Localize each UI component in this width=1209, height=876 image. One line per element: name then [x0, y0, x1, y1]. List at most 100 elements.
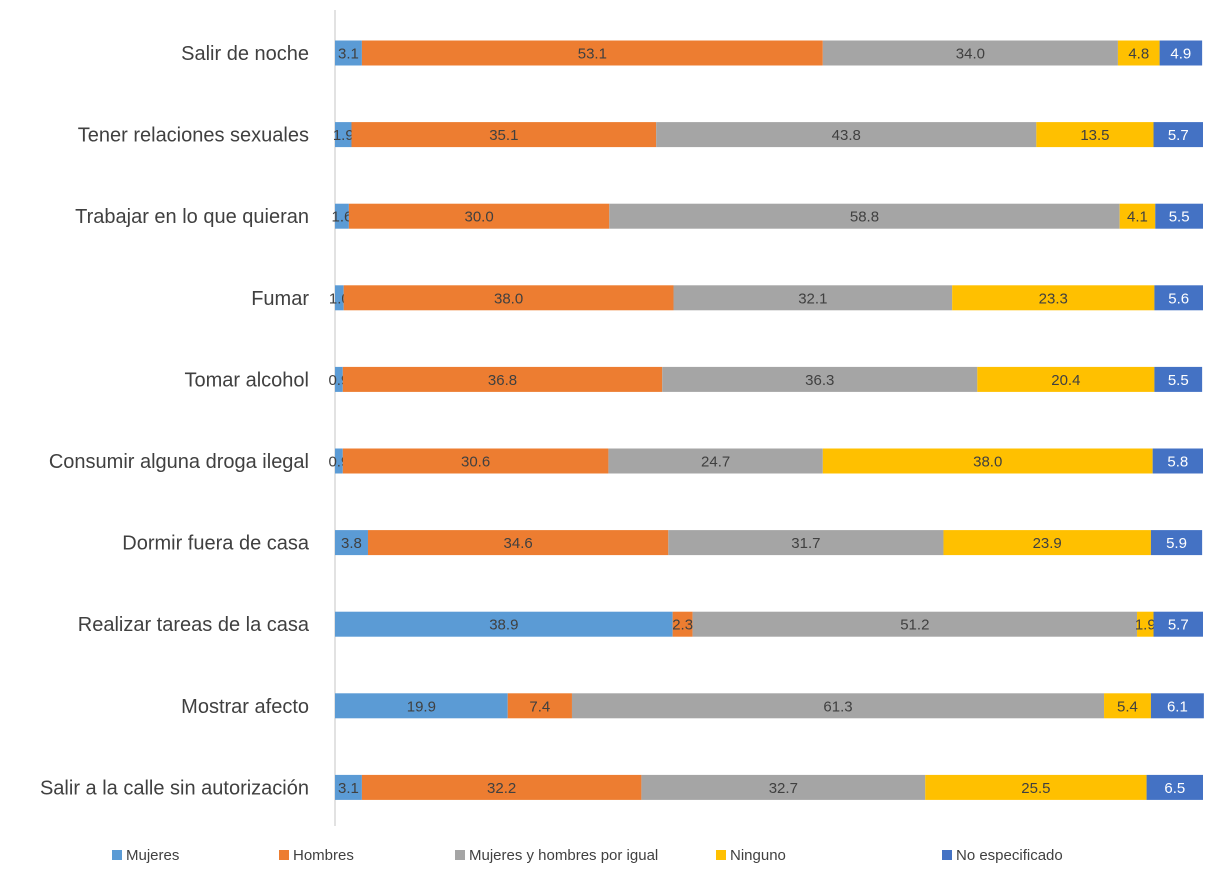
bar-segment — [335, 693, 508, 719]
bar-segment — [692, 611, 1138, 637]
legend-label: Ninguno — [730, 847, 786, 864]
bar-segment — [952, 285, 1155, 311]
bar-segment — [507, 693, 572, 719]
data-label: 25.5 — [1021, 780, 1050, 797]
legend-label: Mujeres — [126, 847, 179, 864]
category-label: Tener relaciones sexuales — [78, 125, 309, 147]
bar-segment — [335, 448, 343, 474]
data-label: 61.3 — [823, 698, 852, 715]
category-label: Consumir alguna droga ilegal — [49, 451, 309, 473]
data-label: 3.1 — [338, 46, 359, 63]
legend-label: Hombres — [293, 847, 354, 864]
bar-segment — [1146, 774, 1203, 800]
bar-segment — [335, 366, 343, 392]
bar-segment — [641, 774, 926, 800]
bar-segment — [822, 448, 1153, 474]
data-label: 7.4 — [529, 698, 550, 715]
legend-item: No especificado — [942, 847, 1063, 864]
bar-row: Realizar tareas de la casa 38.9 2.3 51.2 1.9… — [78, 611, 1203, 637]
legend-swatch — [112, 850, 122, 860]
data-label: 31.7 — [791, 535, 820, 552]
data-label: 4.9 — [1170, 46, 1191, 63]
bar-segment — [342, 366, 663, 392]
data-label: 1.9 — [1135, 617, 1156, 634]
data-label: 30.0 — [464, 209, 493, 226]
legend-item: Ninguno — [716, 847, 786, 864]
data-label: 3.1 — [338, 780, 359, 797]
data-label: 5.4 — [1117, 698, 1138, 715]
legend-item: Hombres — [279, 847, 354, 864]
data-label: 36.3 — [805, 372, 834, 389]
bar-segment — [1153, 611, 1203, 637]
bar-segment — [1153, 122, 1203, 148]
bar-segment — [1155, 203, 1203, 229]
data-label: 24.7 — [701, 454, 730, 471]
data-label: 34.0 — [956, 46, 985, 63]
bar-segment — [367, 530, 669, 556]
data-label: 38.0 — [973, 454, 1002, 471]
data-label: 32.7 — [769, 780, 798, 797]
bar-segment — [1150, 530, 1203, 556]
category-label: Fumar — [251, 288, 309, 310]
legend-label: No especificado — [956, 847, 1063, 864]
bar-segment — [1150, 693, 1204, 719]
bar-segment — [335, 774, 362, 800]
bar-segment — [1152, 448, 1203, 474]
data-label: 20.4 — [1051, 372, 1080, 389]
data-label: 58.8 — [850, 209, 879, 226]
data-label: 5.7 — [1168, 617, 1189, 634]
bar-segment — [1117, 40, 1160, 66]
data-label: 36.8 — [488, 372, 517, 389]
category-label: Dormir fuera de casa — [122, 533, 310, 555]
bar-row: Salir a la calle sin autorización 3.1 32.2… — [40, 774, 1203, 800]
bar-segment — [343, 285, 674, 311]
bar-row: Fumar 1.0 38.0 32.1 23.3 5.6 — [251, 285, 1203, 311]
data-label: 23.9 — [1033, 535, 1062, 552]
data-label: 4.8 — [1128, 46, 1149, 63]
bar-segment — [342, 448, 609, 474]
data-label: 5.5 — [1169, 209, 1190, 226]
data-label: 5.9 — [1166, 535, 1187, 552]
legend-swatch — [279, 850, 289, 860]
data-label: 53.1 — [578, 46, 607, 63]
bar-segment — [656, 122, 1037, 148]
bar-segment — [335, 122, 352, 148]
bar-row: Tomar alcohol 0.9 36.8 36.3 20.4 5.5 — [184, 366, 1203, 392]
bar-row: Dormir fuera de casa 3.8 34.6 31.7 23.9 5.9 — [122, 530, 1203, 556]
legend-item: Mujeres y hombres por igual — [455, 847, 658, 864]
data-label: 34.6 — [504, 535, 533, 552]
bar-row: Consumir alguna droga ilegal 0.9 30.6 24.7 3… — [49, 448, 1203, 474]
bar-segment — [335, 611, 673, 637]
bar-segment — [1159, 40, 1203, 66]
bar-segment — [1154, 285, 1203, 311]
category-label: Realizar tareas de la casa — [78, 614, 310, 636]
data-label: 4.1 — [1127, 209, 1148, 226]
data-label: 5.8 — [1167, 454, 1188, 471]
data-label: 13.5 — [1080, 127, 1109, 144]
bar-row: Mostrar afecto 19.9 7.4 61.3 5.4 6.1 — [181, 693, 1204, 719]
bar-segment — [1137, 611, 1154, 637]
bar-segment — [361, 40, 823, 66]
bar-segment — [361, 774, 642, 800]
data-label: 32.2 — [487, 780, 516, 797]
bar-segment — [609, 203, 1120, 229]
bar-segment — [943, 530, 1151, 556]
data-label: 32.1 — [798, 290, 827, 307]
bar-row: Tener relaciones sexuales 1.9 35.1 43.8 13.5… — [78, 122, 1203, 148]
bar-row: Salir de noche 3.1 53.1 34.0 4.8 4.9 — [181, 40, 1203, 66]
bar-segment — [335, 530, 368, 556]
bar-segment — [335, 203, 349, 229]
bar-segment — [1104, 693, 1151, 719]
data-label: 1.6 — [332, 209, 353, 226]
bar-segment — [351, 122, 657, 148]
bar-segment — [977, 366, 1155, 392]
bar-segment — [608, 448, 823, 474]
legend-swatch — [942, 850, 952, 860]
data-label: 51.2 — [900, 617, 929, 634]
data-label: 19.9 — [407, 698, 436, 715]
bar-segment — [1036, 122, 1154, 148]
category-label: Tomar alcohol — [184, 369, 309, 391]
data-label: 5.7 — [1168, 127, 1189, 144]
